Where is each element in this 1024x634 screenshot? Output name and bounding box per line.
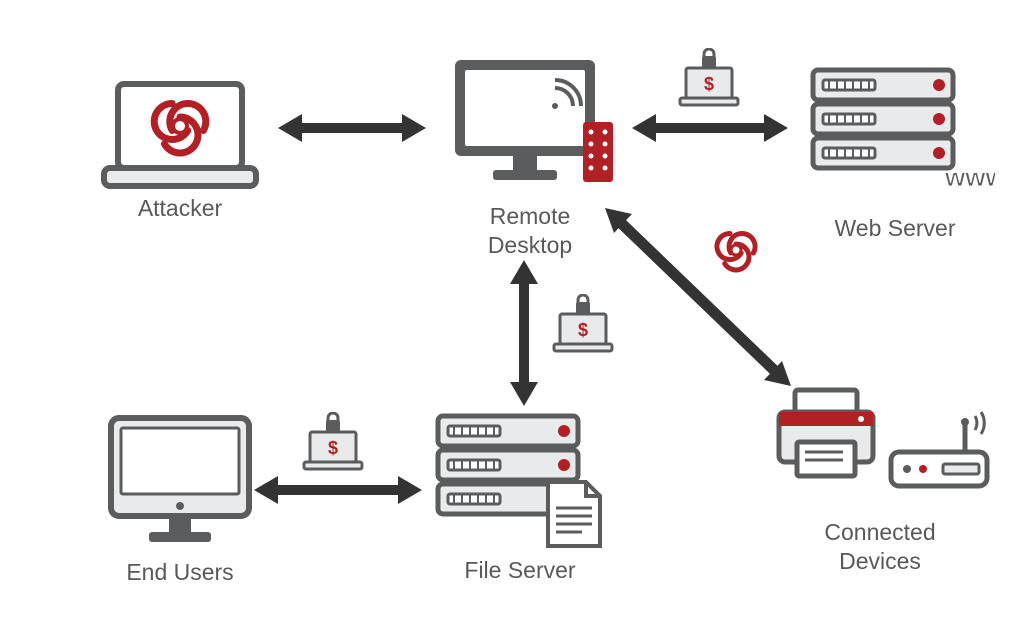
node-label: Web Server bbox=[790, 214, 1000, 243]
node-label: Attacker bbox=[80, 194, 280, 223]
ransom-laptop-icon: $ bbox=[548, 294, 618, 354]
server-www-icon: www bbox=[795, 60, 995, 210]
edge-remote-file bbox=[510, 260, 538, 406]
edge-remote-devices bbox=[605, 208, 791, 386]
printer-router-icon bbox=[765, 378, 995, 518]
node-web-server: www Web Server bbox=[790, 60, 1000, 243]
node-connected-devices: Connected Devices bbox=[760, 378, 1000, 576]
node-label: Remote Desktop bbox=[430, 202, 630, 260]
svg-text:$: $ bbox=[578, 320, 588, 340]
edge-remote-web bbox=[632, 114, 788, 142]
imac-icon bbox=[95, 408, 265, 558]
ransom-laptop-icon: $ bbox=[674, 48, 744, 108]
server-doc-icon bbox=[420, 406, 620, 556]
node-label: File Server bbox=[420, 556, 620, 585]
laptop-biohazard-icon bbox=[90, 74, 270, 194]
ransom-laptop-icon: $ bbox=[298, 412, 368, 472]
svg-text:$: $ bbox=[328, 438, 338, 458]
biohazard-icon bbox=[710, 224, 762, 276]
node-label: End Users bbox=[80, 558, 280, 587]
www-text: www bbox=[944, 162, 995, 192]
node-attacker: Attacker bbox=[80, 74, 280, 223]
node-end-users: End Users bbox=[80, 408, 280, 587]
diagram-stage: $ $ $ bbox=[0, 0, 1024, 634]
monitor-remote-icon bbox=[435, 52, 625, 202]
node-remote-desktop: Remote Desktop bbox=[430, 52, 630, 260]
node-file-server: File Server bbox=[420, 406, 620, 585]
svg-text:$: $ bbox=[704, 74, 714, 94]
edge-attacker-remote bbox=[278, 114, 426, 142]
node-label: Connected Devices bbox=[760, 518, 1000, 576]
